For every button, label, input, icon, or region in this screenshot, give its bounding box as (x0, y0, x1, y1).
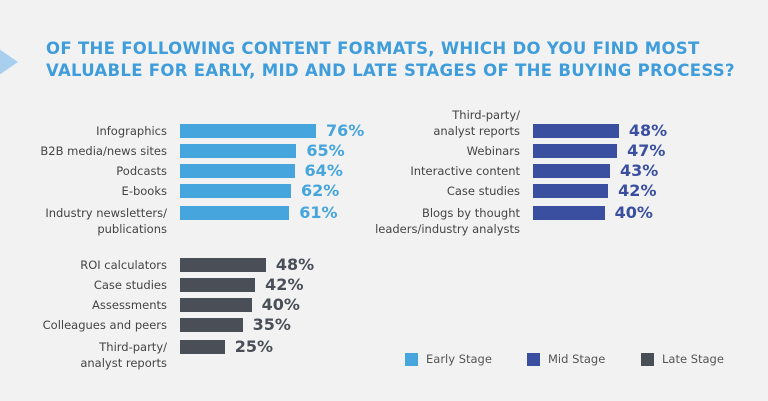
legend-label: Early Stage (426, 352, 492, 366)
early-category-label: B2B media/news sites (40, 144, 167, 158)
early-category-label: Infographics (96, 124, 167, 138)
mid-bar (533, 164, 610, 178)
arrow-icon (0, 40, 18, 84)
early-value-label: 61% (299, 203, 338, 222)
mid-category-label: Third-party/analyst reports (433, 108, 520, 138)
early-bar (180, 206, 290, 220)
early-category-label: Podcasts (116, 164, 167, 178)
mid-value-label: 43% (619, 161, 659, 180)
title-line-2: VALUABLE FOR EARLY, MID AND LATE STAGES … (46, 61, 735, 80)
mid-category-label: Interactive content (410, 164, 520, 178)
early-value-label: 65% (306, 141, 345, 160)
legend-swatch (527, 352, 540, 366)
title-line-1: OF THE FOLLOWING CONTENT FORMATS, WHICH … (46, 39, 700, 58)
late-bar (180, 258, 266, 272)
late-category-label: Third-party/analyst reports (80, 340, 167, 370)
mid-value-label: 47% (627, 141, 666, 160)
early-bar (180, 124, 317, 138)
late-value-label: 35% (252, 315, 291, 334)
late-value-label: 42% (265, 275, 304, 294)
late-bar (180, 298, 252, 312)
legend-late: Late Stage (641, 352, 724, 366)
legend-label: Mid Stage (548, 352, 606, 366)
late-category-label: Assessments (92, 298, 167, 312)
mid-category-label: Webinars (466, 144, 520, 158)
mid-category-label: Case studies (446, 184, 520, 198)
early-value-label: 62% (300, 181, 340, 200)
late-value-label: 48% (275, 255, 315, 274)
legend-label: Late Stage (662, 352, 724, 366)
late-bar (180, 278, 256, 292)
early-bar (180, 144, 297, 158)
late-bar (180, 318, 243, 332)
legend-mid: Mid Stage (527, 352, 605, 366)
legend-swatch (641, 352, 654, 366)
late-category-label: ROI calculators (80, 258, 167, 272)
early-bar (180, 184, 291, 198)
early-category-label: Industry newsletters/publications (45, 206, 167, 236)
mid-bar (533, 144, 618, 158)
mid-bar (533, 206, 605, 220)
early-bar (180, 164, 295, 178)
mid-bar (533, 184, 609, 198)
late-category-label: Colleagues and peers (42, 318, 167, 332)
early-value-label: 64% (304, 161, 343, 180)
late-category-label: Case studies (93, 278, 167, 292)
mid-value-label: 40% (614, 203, 653, 222)
mid-value-label: 42% (618, 181, 657, 200)
early-value-label: 76% (326, 121, 365, 140)
legend-swatch (405, 352, 418, 366)
late-bar (180, 340, 225, 354)
legend-early: Early Stage (405, 352, 492, 366)
late-value-label: 40% (261, 295, 300, 314)
late-value-label: 25% (234, 337, 274, 356)
mid-category-label: Blogs by thought leaders/industry analyst… (375, 206, 520, 236)
chart-title: OF THE FOLLOWING CONTENT FORMATS, WHICH … (46, 38, 735, 82)
mid-bar (533, 124, 619, 138)
early-category-label: E-books (121, 184, 167, 198)
mid-value-label: 48% (628, 121, 668, 140)
